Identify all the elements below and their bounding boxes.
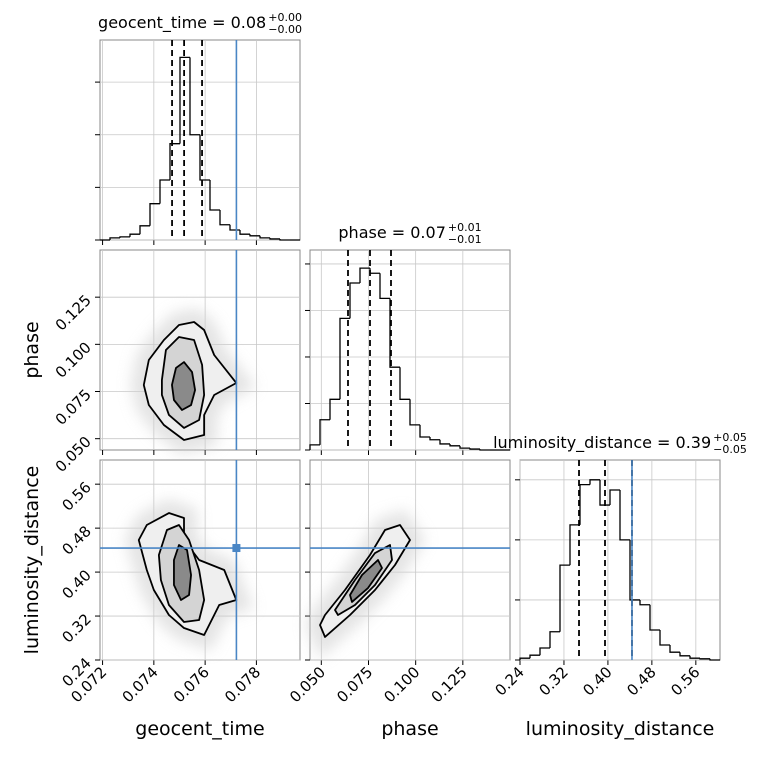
hist-bin bbox=[699, 658, 710, 660]
x-tick-label: 0.050 bbox=[286, 663, 329, 706]
hist-bin bbox=[119, 236, 130, 238]
hist-bin bbox=[399, 367, 410, 400]
x-tick-label: 0.40 bbox=[579, 663, 615, 699]
hist-bin bbox=[169, 143, 180, 180]
histogram-panel: 0.24 0.32 0.40 0.48 0.56 luminosity_distance … bbox=[491, 431, 746, 699]
hist-bin bbox=[139, 225, 150, 235]
x-tick-label: 0.32 bbox=[535, 663, 571, 699]
hist-bin bbox=[259, 235, 270, 239]
hist-bin bbox=[579, 483, 590, 525]
title-upper: +0.01 bbox=[448, 221, 482, 234]
panel-title: geocent_time = 0.08 bbox=[98, 13, 266, 33]
title-upper: +0.00 bbox=[268, 11, 302, 24]
contour bbox=[349, 559, 383, 603]
x-tick-label: 0.24 bbox=[491, 663, 527, 699]
hist-bin bbox=[689, 655, 700, 659]
hist-bin bbox=[529, 654, 540, 659]
y-tick-label: 0.050 bbox=[52, 433, 95, 476]
y-tick-label: 0.48 bbox=[58, 522, 94, 558]
hist-bin bbox=[569, 524, 580, 566]
x-tick-label: 0.56 bbox=[667, 663, 703, 699]
hist-bin bbox=[449, 443, 460, 447]
hist-bin bbox=[199, 134, 210, 181]
x-axis-label: phase bbox=[381, 718, 438, 740]
hist-bin bbox=[149, 203, 160, 226]
hist-bin bbox=[179, 56, 190, 144]
x-tick-label: 0.074 bbox=[119, 663, 162, 706]
y-tick-label: 0.075 bbox=[52, 386, 95, 429]
hist-bin bbox=[319, 419, 330, 445]
hist-bin bbox=[519, 657, 530, 660]
hist-bin bbox=[659, 629, 670, 646]
hist-bin bbox=[559, 564, 570, 632]
x-tick-label: 0.075 bbox=[333, 663, 376, 706]
hist-bin bbox=[329, 398, 340, 420]
y-tick-label: 0.125 bbox=[52, 291, 95, 334]
x-axis-label: luminosity_distance bbox=[526, 718, 715, 740]
hist-bin bbox=[589, 479, 600, 485]
title-lower: −0.05 bbox=[713, 443, 747, 456]
y-axis-label: luminosity_distance bbox=[21, 466, 43, 655]
hist-bin bbox=[639, 599, 650, 606]
hist-bin bbox=[159, 179, 170, 204]
title-lower: −0.00 bbox=[268, 23, 302, 36]
hist-bin bbox=[419, 424, 430, 438]
hist-bin bbox=[189, 57, 200, 136]
hist-bin bbox=[429, 436, 440, 441]
x-tick-label: 0.078 bbox=[221, 663, 264, 706]
y-tick-label: 0.100 bbox=[52, 338, 95, 381]
y-tick-label: 0.32 bbox=[58, 610, 94, 646]
contour bbox=[173, 544, 192, 601]
hist-bin bbox=[309, 444, 320, 450]
hist-bin bbox=[279, 238, 290, 241]
hist-bin bbox=[359, 267, 370, 284]
hist-bin bbox=[629, 539, 640, 601]
hist-bin bbox=[129, 233, 140, 237]
hist-bin bbox=[349, 282, 360, 319]
hist-bin bbox=[619, 490, 630, 541]
x-tick-label: 0.100 bbox=[380, 663, 423, 706]
hist-bin bbox=[599, 479, 610, 506]
x-tick-label: 0.125 bbox=[428, 663, 471, 706]
hist-bin bbox=[649, 604, 660, 631]
hist-bin bbox=[269, 237, 280, 240]
hist-bin bbox=[439, 439, 450, 445]
panel-title: luminosity_distance = 0.39 bbox=[493, 433, 711, 453]
hist-bin bbox=[469, 448, 480, 450]
y-tick-label: 0.56 bbox=[58, 478, 94, 514]
hist-bin bbox=[379, 273, 390, 300]
hist-bin bbox=[409, 399, 420, 426]
hist-bin bbox=[679, 652, 690, 657]
hist-bin bbox=[109, 237, 120, 240]
hist-bin bbox=[709, 658, 720, 661]
y-axis-label: phase bbox=[21, 321, 43, 378]
y-tick-label: 0.40 bbox=[58, 566, 94, 602]
hist-bin bbox=[219, 210, 230, 226]
x-axis-label: geocent_time bbox=[135, 718, 264, 740]
hist-bin bbox=[239, 230, 250, 235]
hist-bin bbox=[479, 449, 490, 451]
hist-bin bbox=[339, 317, 350, 400]
hist-bin bbox=[249, 234, 260, 237]
histogram-panel: geocent_time = 0.08 +0.00−0.00 bbox=[95, 11, 302, 245]
title-lower: −0.01 bbox=[448, 233, 482, 246]
hist-bin bbox=[539, 647, 550, 656]
hist-bin bbox=[389, 298, 400, 368]
x-tick-label: 0.076 bbox=[170, 663, 213, 706]
hist-bin bbox=[669, 644, 680, 653]
hist-bin bbox=[549, 631, 560, 648]
hist-bin bbox=[609, 489, 620, 506]
panel-title: phase = 0.07 bbox=[338, 223, 445, 242]
histogram-panel: phase = 0.07 +0.01−0.01 bbox=[305, 221, 511, 455]
hist-bin bbox=[209, 180, 220, 211]
truth-marker bbox=[232, 544, 241, 553]
hist-bin bbox=[459, 445, 470, 449]
x-tick-label: 0.48 bbox=[623, 663, 659, 699]
contour bbox=[171, 361, 196, 411]
title-upper: +0.05 bbox=[713, 431, 747, 444]
